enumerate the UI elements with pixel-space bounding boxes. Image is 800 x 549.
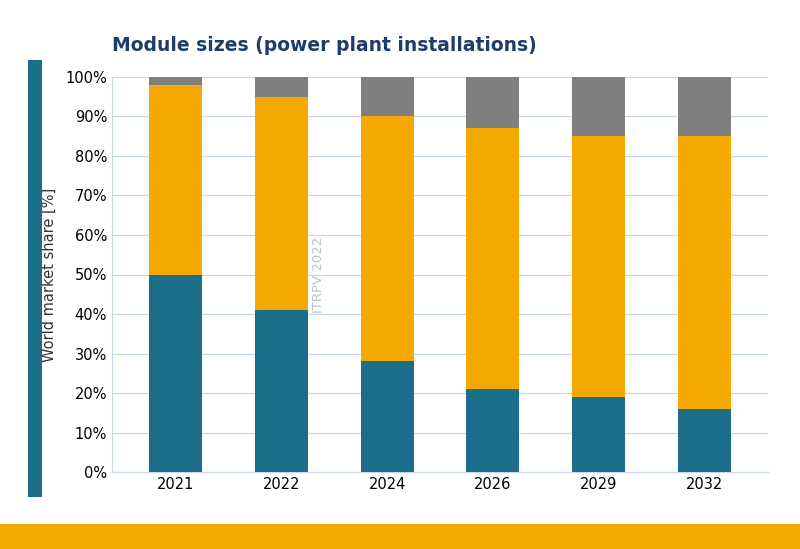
Bar: [149, 274, 202, 472]
Bar: [572, 77, 625, 136]
Bar: [466, 77, 519, 128]
Bar: [149, 85, 202, 274]
Bar: [678, 77, 731, 136]
Bar: [149, 77, 202, 85]
Y-axis label: World market share [%]: World market share [%]: [42, 187, 57, 362]
Legend: < 2.5 m², 2.5 to ≤ 3.0 m², > 3.0 m²: < 2.5 m², 2.5 to ≤ 3.0 m², > 3.0 m²: [246, 531, 634, 549]
Bar: [678, 409, 731, 472]
Bar: [678, 136, 731, 409]
Bar: [572, 397, 625, 472]
Bar: [361, 77, 414, 116]
Bar: [572, 136, 625, 397]
Bar: [255, 97, 308, 310]
Bar: [361, 116, 414, 361]
Bar: [255, 77, 308, 97]
Bar: [466, 389, 519, 472]
Bar: [255, 310, 308, 472]
Bar: [466, 128, 519, 389]
Text: Module sizes (power plant installations): Module sizes (power plant installations): [112, 36, 537, 55]
Text: ITRPV 2022: ITRPV 2022: [312, 237, 325, 312]
Bar: [361, 361, 414, 472]
